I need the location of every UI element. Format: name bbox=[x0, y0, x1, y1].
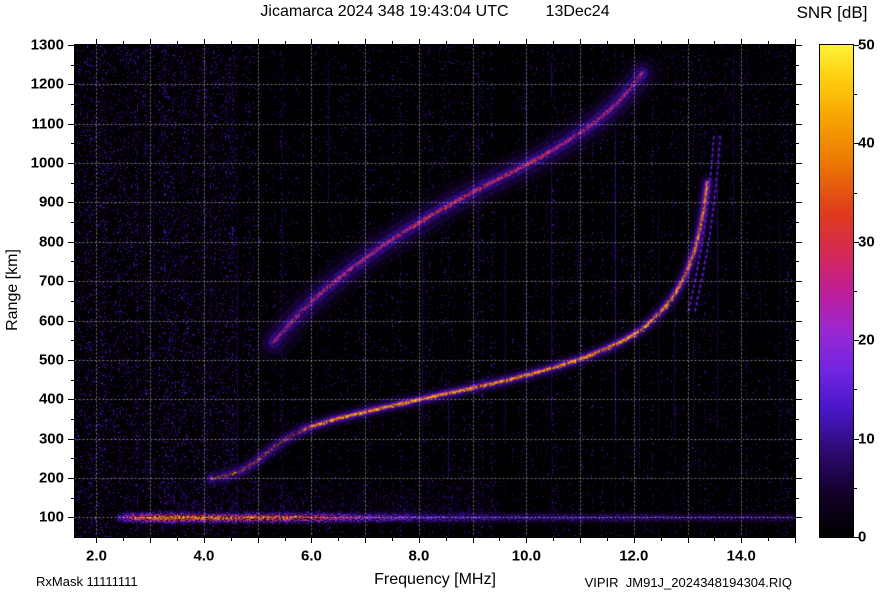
y-tick-label: 700 bbox=[38, 272, 64, 290]
colorbar-tick-label: 50 bbox=[858, 36, 875, 54]
y-tick-label: 1100 bbox=[31, 115, 64, 133]
plot-date: 13Dec24 bbox=[545, 3, 610, 20]
y-tick-label: 200 bbox=[38, 469, 64, 487]
x-tick-label: 14.0 bbox=[726, 547, 756, 565]
y-tick-label: 800 bbox=[38, 233, 64, 251]
y-tick-label: 1000 bbox=[30, 154, 64, 172]
y-tick-label: 1200 bbox=[30, 75, 64, 93]
colorbar-tick-label: 40 bbox=[858, 134, 875, 152]
colorbar-tick-label: 0 bbox=[858, 528, 867, 546]
y-tick-label: 600 bbox=[38, 312, 64, 330]
colorbar-gradient bbox=[819, 44, 854, 538]
colorbar-tick-label: 30 bbox=[858, 233, 875, 251]
colorbar-tick-label: 10 bbox=[858, 430, 875, 448]
x-tick-label: 8.0 bbox=[408, 547, 430, 565]
y-tick-label: 500 bbox=[38, 351, 64, 369]
x-axis-label: Frequency [MHz] bbox=[374, 571, 496, 588]
colorbar-title: SNR [dB] bbox=[796, 3, 868, 22]
y-tick-label: 100 bbox=[38, 508, 64, 526]
ionogram-heatmap bbox=[74, 44, 796, 538]
rxmask-label: RxMask 11111111 bbox=[36, 574, 138, 589]
y-tick-label: 400 bbox=[38, 390, 64, 408]
x-tick-label: 10.0 bbox=[511, 547, 541, 565]
title-row: Jicamarca 2024 348 19:43:04 UTC 13Dec24 bbox=[75, 3, 795, 21]
x-tick-label: 2.0 bbox=[86, 547, 107, 565]
y-tick-label: 900 bbox=[38, 193, 64, 211]
x-tick-label: 6.0 bbox=[300, 547, 322, 565]
y-tick-label: 1300 bbox=[30, 36, 64, 54]
x-tick-label: 12.0 bbox=[619, 547, 649, 565]
x-tick-label: 4.0 bbox=[193, 547, 215, 565]
colorbar-tick-label: 20 bbox=[858, 331, 875, 349]
filename-label: VIPIR JM91J_2024348194304.RIQ bbox=[584, 575, 792, 590]
plot-title: Jicamarca 2024 348 19:43:04 UTC bbox=[260, 3, 509, 20]
y-tick-label: 300 bbox=[38, 430, 64, 448]
